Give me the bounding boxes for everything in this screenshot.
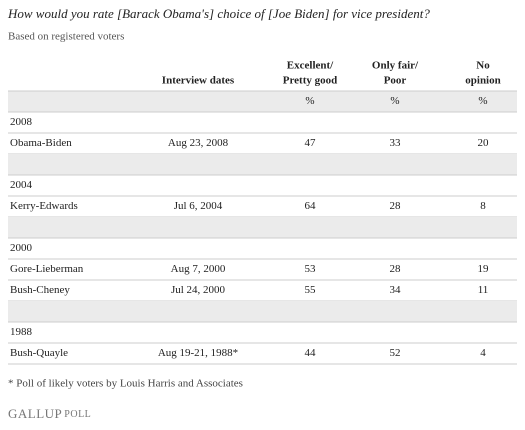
interview-date: Aug 7, 2000 — [171, 263, 226, 275]
column-header: Excellent/ — [287, 60, 334, 72]
title: How would you rate [Barack Obama's] choi… — [7, 6, 430, 21]
cell-value: 64 — [305, 200, 317, 212]
unit-label: % — [478, 95, 487, 107]
spacer-row — [8, 217, 517, 238]
footnote: * Poll of likely voters by Louis Harris … — [8, 378, 243, 390]
column-header: Interview dates — [162, 75, 235, 87]
column-header: Pretty good — [283, 75, 337, 87]
cell-value: 20 — [478, 137, 490, 149]
row-label: Obama-Biden — [10, 137, 72, 149]
cell-value: 28 — [390, 200, 402, 212]
cell-value: 34 — [390, 284, 402, 296]
row-label: Gore-Lieberman — [10, 263, 84, 275]
unit-label: % — [390, 95, 399, 107]
logo-main: GALLUP — [8, 406, 62, 421]
interview-date: Aug 23, 2008 — [168, 137, 229, 149]
cell-value: 8 — [480, 200, 486, 212]
column-header: Only fair/ — [372, 60, 419, 72]
unit-row-bg — [8, 91, 517, 112]
spacer-row — [8, 301, 517, 322]
cell-value: 53 — [305, 263, 317, 275]
subtitle: Based on registered voters — [8, 31, 124, 43]
column-header: Poor — [384, 75, 407, 87]
cell-value: 44 — [305, 347, 317, 359]
cell-value: 55 — [305, 284, 317, 296]
group-year: 2000 — [10, 242, 33, 254]
spacer-row — [8, 154, 517, 175]
cell-value: 47 — [305, 137, 317, 149]
interview-date: Jul 24, 2000 — [171, 284, 226, 296]
cell-value: 33 — [390, 137, 402, 149]
cell-value: 28 — [390, 263, 402, 275]
interview-date: Jul 6, 2004 — [174, 200, 223, 212]
column-header: opinion — [465, 75, 500, 87]
row-label: Bush-Cheney — [10, 284, 70, 296]
cell-value: 11 — [478, 284, 489, 296]
cell-value: 52 — [390, 347, 401, 359]
row-label: Kerry-Edwards — [10, 200, 78, 212]
group-year: 1988 — [10, 326, 33, 338]
logo-sub: POLL — [64, 409, 91, 420]
cell-value: 4 — [480, 347, 486, 359]
column-header: No — [476, 60, 490, 72]
cell-value: 19 — [478, 263, 490, 275]
logo: GALLUP POLL — [8, 406, 91, 421]
unit-label: % — [305, 95, 314, 107]
row-label: Bush-Quayle — [10, 347, 68, 359]
group-year: 2004 — [10, 179, 33, 191]
group-year: 2008 — [10, 116, 33, 128]
interview-date: Aug 19-21, 1988* — [158, 347, 238, 359]
